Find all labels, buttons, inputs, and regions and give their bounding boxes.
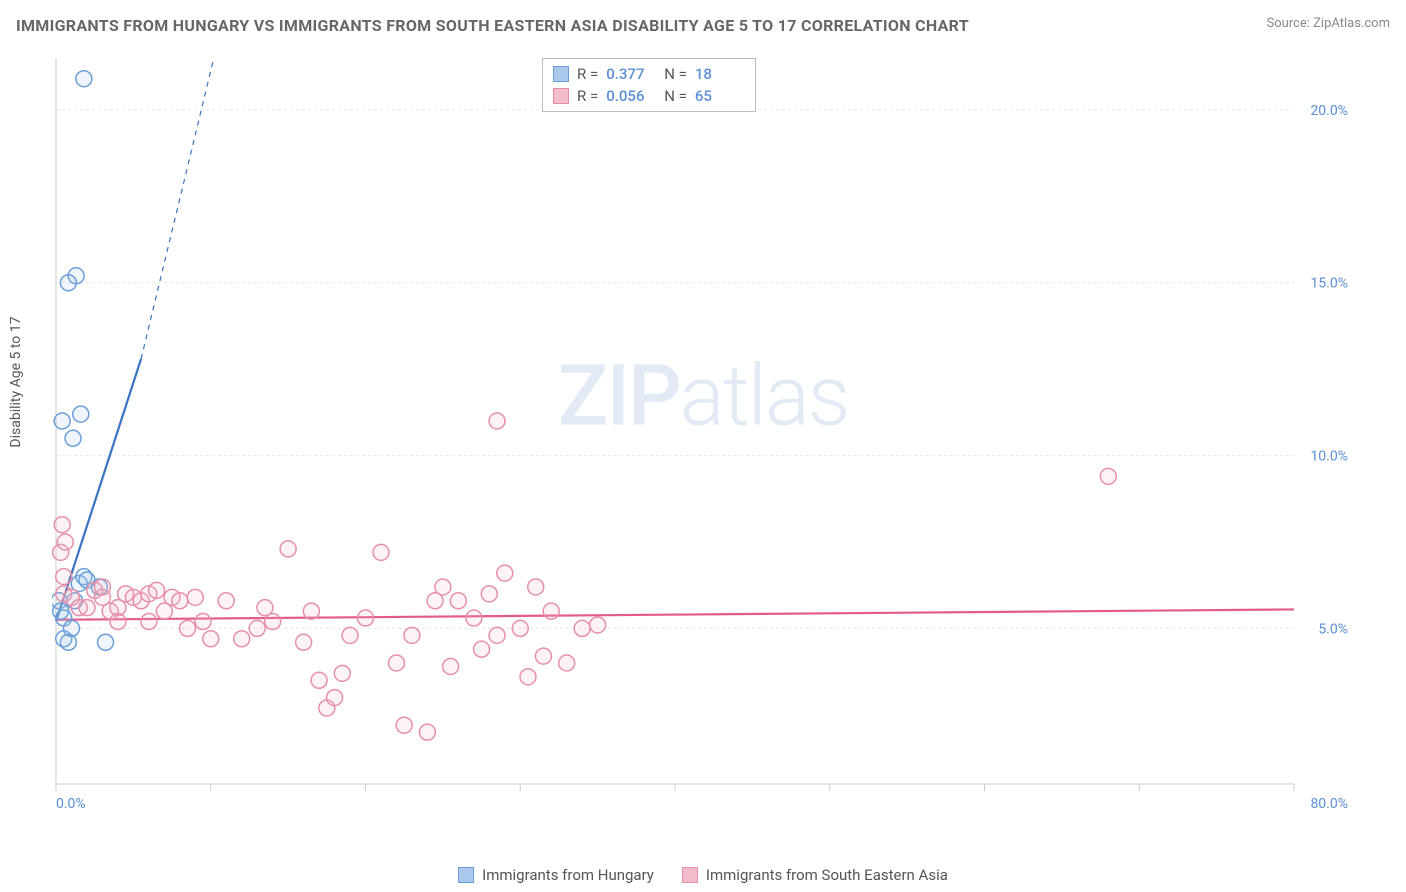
legend-item-sea: Immigrants from South Eastern Asia (682, 866, 948, 884)
stat-r-hungary: 0.377 (606, 65, 656, 83)
stat-row-hungary: R = 0.377 N = 18 (553, 63, 745, 85)
legend-swatch-sea (682, 867, 698, 883)
stat-n-label: N = (664, 65, 687, 83)
stat-n-label-2: N = (664, 87, 687, 105)
source-attribution: Source: ZipAtlas.com (1266, 16, 1390, 31)
stat-row-sea: R = 0.056 N = 65 (553, 85, 745, 107)
svg-text:0.0%: 0.0% (56, 796, 86, 812)
legend-label-hungary: Immigrants from Hungary (482, 866, 654, 884)
stat-r-label-2: R = (577, 87, 598, 105)
plot-area: 5.0%10.0%15.0%20.0%0.0%80.0% ZIPatlas R … (52, 54, 1354, 814)
stat-n-sea: 65 (695, 87, 745, 105)
svg-text:10.0%: 10.0% (1310, 449, 1348, 465)
chart-title: IMMIGRANTS FROM HUNGARY VS IMMIGRANTS FR… (16, 16, 969, 35)
swatch-hungary (553, 66, 569, 82)
stat-r-label: R = (577, 65, 598, 83)
scatter-chart: 5.0% 10.0% 15.0% 20.0% 0.0% 80.0% (52, 54, 1354, 814)
legend-item-hungary: Immigrants from Hungary (458, 866, 654, 884)
svg-text:20.0%: 20.0% (1310, 103, 1348, 119)
series-legend: Immigrants from Hungary Immigrants from … (0, 866, 1406, 884)
svg-text:15.0%: 15.0% (1310, 276, 1348, 292)
stat-r-sea: 0.056 (606, 87, 656, 105)
stat-n-hungary: 18 (695, 65, 745, 83)
y-axis-label: Disability Age 5 to 17 (8, 316, 24, 447)
legend-swatch-hungary (458, 867, 474, 883)
legend-label-sea: Immigrants from South Eastern Asia (706, 866, 948, 884)
stat-legend: R = 0.377 N = 18 R = 0.056 N = 65 (542, 58, 756, 112)
svg-text:5.0%: 5.0% (1318, 621, 1348, 637)
swatch-sea (553, 88, 569, 104)
svg-text:80.0%: 80.0% (1310, 796, 1348, 812)
